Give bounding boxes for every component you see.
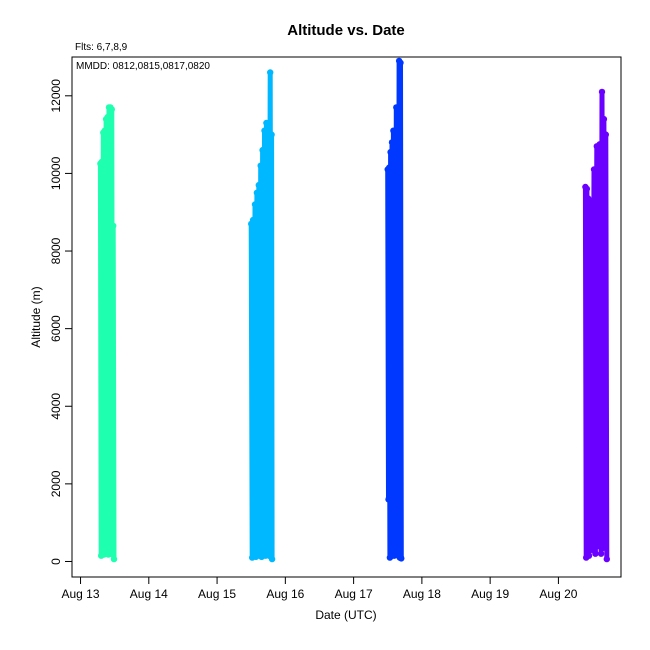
data-point <box>386 164 393 171</box>
data-point <box>598 88 606 96</box>
y-tick-label: 2000 <box>49 470 63 497</box>
flights-annotation: Flts: 6,7,8,9 <box>75 42 128 53</box>
data-point <box>394 106 401 113</box>
data-point <box>597 550 605 557</box>
series-line <box>97 104 117 560</box>
data-point <box>602 131 609 138</box>
data-point <box>110 222 117 229</box>
data-point <box>585 552 593 559</box>
data-point <box>259 146 266 154</box>
data-point <box>268 131 275 138</box>
y-tick-label: 8000 <box>49 237 63 264</box>
data-point <box>255 181 262 189</box>
data-point <box>251 201 259 208</box>
series-line <box>582 89 610 561</box>
data-point <box>586 197 593 204</box>
data-point <box>596 141 603 148</box>
data-point <box>600 115 608 123</box>
y-axis-label: Altitude (m) <box>29 286 43 347</box>
data-point <box>104 113 111 121</box>
data-point <box>599 544 607 552</box>
data-point <box>587 205 595 212</box>
data-point <box>267 69 274 76</box>
y-tick-label: 0 <box>49 558 63 565</box>
data-point <box>601 461 609 468</box>
x-tick-label: Aug 14 <box>130 587 168 601</box>
x-tick-label: Aug 17 <box>335 587 373 601</box>
data-point <box>590 166 598 173</box>
x-tick-label: Aug 13 <box>62 587 100 601</box>
y-tick-label: 4000 <box>49 393 63 420</box>
data-point <box>584 472 591 480</box>
data-point <box>603 555 610 563</box>
y-tick-label: 12000 <box>49 79 63 113</box>
x-tick-label: Aug 20 <box>539 587 577 601</box>
data-point <box>595 542 602 550</box>
x-tick-label: Aug 15 <box>198 587 236 601</box>
data-layer <box>97 57 610 563</box>
x-axis: Aug 13 Aug 14 Aug 15 Aug 16 Aug 17 Aug 18 Aug … <box>62 576 578 601</box>
data-point <box>587 496 594 503</box>
data-point <box>583 185 591 193</box>
data-point <box>398 555 405 562</box>
data-point <box>98 158 106 165</box>
x-axis-label: Date (UTC) <box>315 608 376 622</box>
x-tick-label: Aug 19 <box>471 587 509 601</box>
series-4 <box>582 88 610 563</box>
data-point <box>391 131 399 138</box>
series-1 <box>97 104 118 563</box>
series-2 <box>248 69 276 563</box>
y-tick-label: 6000 <box>49 315 63 342</box>
data-point <box>249 216 257 224</box>
series-line <box>385 58 404 561</box>
x-tick-label: Aug 18 <box>403 587 441 601</box>
y-tick-label: 10000 <box>49 156 63 190</box>
data-point <box>257 162 264 169</box>
data-point <box>388 139 396 146</box>
data-point <box>101 127 108 134</box>
x-tick-label: Aug 16 <box>266 587 304 601</box>
data-point <box>253 189 261 196</box>
plot-frame <box>71 56 622 578</box>
chart-title: Altitude vs. Date <box>287 22 405 39</box>
data-point <box>268 555 276 563</box>
data-point <box>385 496 392 503</box>
data-point <box>387 148 394 156</box>
mmdd-annotation: MMDD: 0812,0815,0817,0820 <box>76 61 210 72</box>
y-axis: 0 2000 4000 6000 8000 10000 12000 <box>49 79 73 565</box>
series-3 <box>384 57 405 562</box>
data-point <box>261 127 268 134</box>
series-line <box>248 70 275 561</box>
data-point <box>265 119 272 127</box>
data-point <box>108 106 116 113</box>
data-point <box>397 59 404 66</box>
data-point <box>592 550 599 557</box>
data-point <box>110 555 118 563</box>
